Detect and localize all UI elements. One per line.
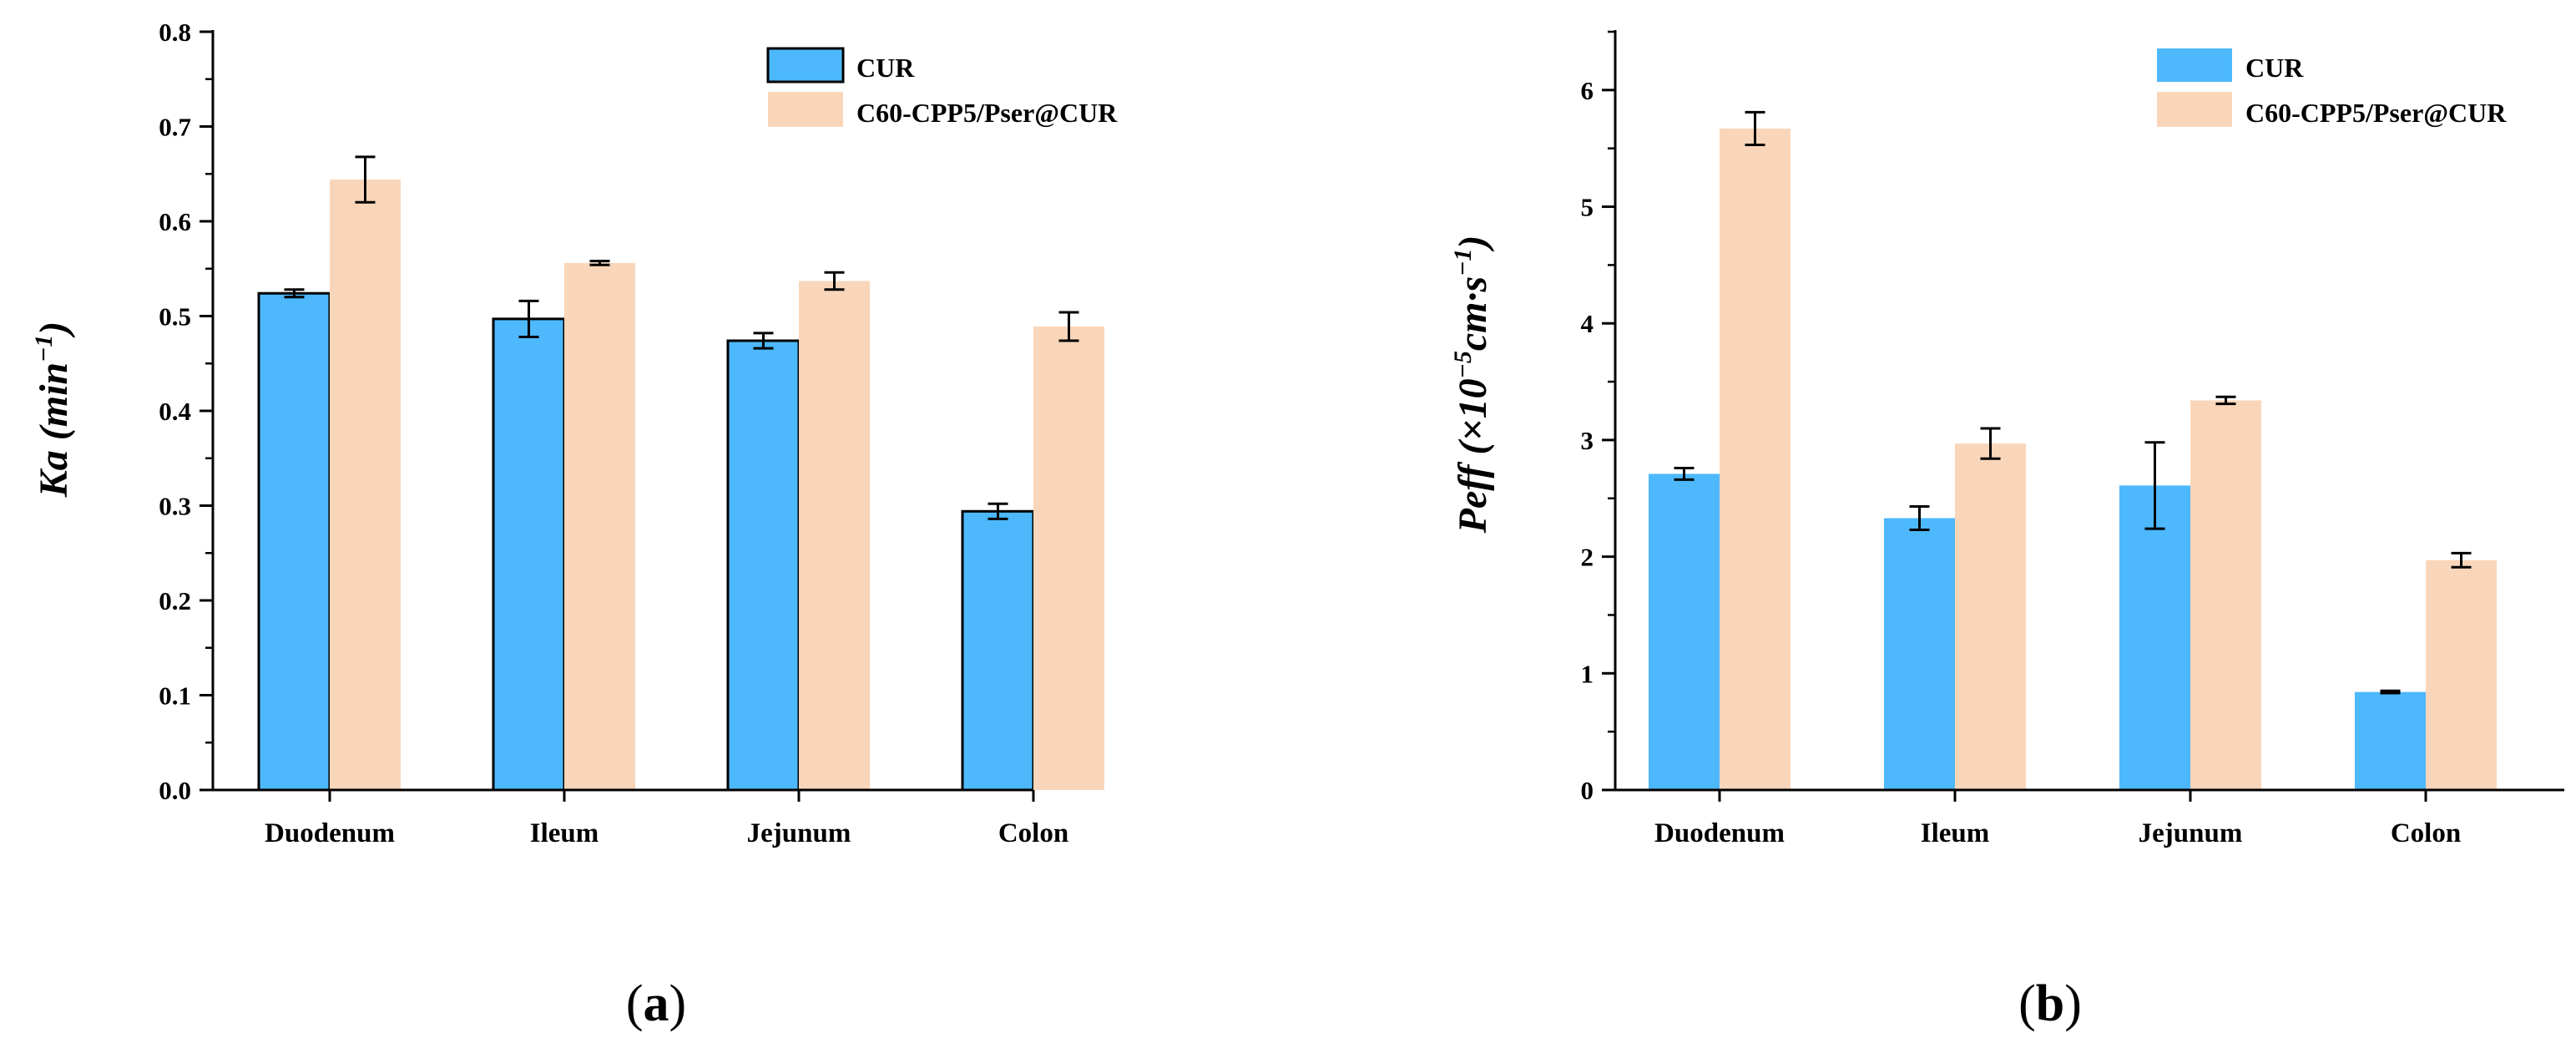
errorbar-b-c60-jejunum bbox=[2215, 395, 2236, 406]
y-tick-label-a: 0.8 bbox=[159, 18, 191, 47]
bar-a-cur-ileum bbox=[492, 317, 566, 792]
x-tick-label-b-colon: Colon bbox=[2391, 818, 2461, 848]
errorbar-a-c60-duodenum bbox=[355, 155, 376, 204]
errorbar-b-c60-duodenum bbox=[1745, 110, 1765, 147]
y-tick-label-a: 0.7 bbox=[159, 113, 191, 142]
x-tick-label-b-ileum: Ileum bbox=[1921, 818, 1990, 848]
chart-a-axes: Duodenum Ileum Jejunum Colon 0.0 0.1 0.2 0.3 0.4… bbox=[159, 18, 1068, 848]
errorbar-a-c60-colon bbox=[1058, 311, 1079, 342]
bar-a-c60-colon bbox=[1033, 326, 1104, 790]
legend-b-swatch-c60 bbox=[2157, 92, 2232, 127]
errorbar-b-cur-duodenum bbox=[1674, 466, 1695, 481]
x-tick-label-b-jejunum: Jejunum bbox=[2139, 818, 2243, 848]
errorbar-a-c60-jejunum bbox=[824, 271, 845, 291]
errorbar-a-cur-ileum bbox=[518, 299, 539, 338]
errorbar-a-cur-colon bbox=[987, 502, 1008, 520]
errorbar-b-c60-ileum bbox=[1980, 427, 2001, 460]
y-tick-label-b: 3 bbox=[1581, 426, 1594, 455]
legend-a-swatch-c60 bbox=[768, 92, 843, 127]
chart-b-legend: CUR C60-CPP5/Pser@CUR bbox=[2157, 48, 2507, 128]
bar-a-cur-colon bbox=[961, 509, 1035, 792]
legend-a-label-c60: C60-CPP5/Pser@CUR bbox=[856, 98, 1118, 128]
caption-a: (a) bbox=[626, 975, 686, 1032]
bar-a-cur-jejunum bbox=[726, 339, 801, 792]
legend-a-swatch-cur bbox=[766, 47, 845, 84]
y-tick-label-a: 0.5 bbox=[159, 302, 191, 332]
legend-a-label-cur: CUR bbox=[856, 53, 915, 83]
bar-a-cur-duodenum bbox=[257, 291, 331, 792]
bar-b-cur-duodenum bbox=[1649, 473, 1720, 790]
chart-a-legend: CUR C60-CPP5/Pser@CUR bbox=[766, 47, 1118, 128]
legend-b-label-c60: C60-CPP5/Pser@CUR bbox=[2245, 98, 2507, 128]
errorbar-b-cur-ileum bbox=[1909, 505, 1930, 531]
errorbar-a-c60-ileum bbox=[589, 260, 610, 266]
x-tick-label-b-duodenum: Duodenum bbox=[1654, 818, 1785, 848]
chart-a-marks bbox=[257, 155, 1104, 792]
legend-b-label-cur: CUR bbox=[2245, 53, 2304, 83]
x-tick-label-a-jejunum: Jejunum bbox=[747, 818, 851, 848]
y-tick-label-a: 0.4 bbox=[159, 397, 191, 426]
y-tick-label-b: 5 bbox=[1581, 193, 1594, 222]
chart-b: Duodenum Ileum Jejunum Colon 0 1 2 3 4 5 6 Peff (×… bbox=[1449, 30, 2564, 1032]
errorbar-a-cur-jejunum bbox=[753, 332, 774, 350]
legend-b-swatch-cur bbox=[2157, 48, 2232, 82]
bar-b-cur-colon bbox=[2355, 691, 2426, 790]
bar-b-c60-jejunum bbox=[2190, 400, 2261, 790]
bar-a-c60-jejunum bbox=[799, 281, 870, 790]
y-tick-label-b: 2 bbox=[1581, 543, 1594, 572]
chart-a-ylabel: Ka (min−1) bbox=[30, 322, 76, 499]
bar-b-c60-colon bbox=[2426, 559, 2497, 790]
chart-b-marks bbox=[1649, 110, 2497, 791]
x-tick-label-a-ileum: Ileum bbox=[530, 818, 599, 848]
bar-b-cur-jejunum bbox=[2119, 485, 2190, 790]
bar-a-c60-ileum bbox=[564, 262, 635, 790]
bar-b-c60-ileum bbox=[1955, 443, 2026, 790]
errorbar-b-c60-colon bbox=[2451, 551, 2472, 569]
y-tick-label-a: 0.6 bbox=[159, 207, 191, 236]
y-tick-label-a: 0.3 bbox=[159, 492, 191, 521]
y-tick-label-a: 0.0 bbox=[159, 776, 191, 805]
chart-b-axes: Duodenum Ileum Jejunum Colon 0 1 2 3 4 5 6 bbox=[1581, 30, 2564, 848]
x-tick-label-a-duodenum: Duodenum bbox=[265, 818, 395, 848]
caption-b: (b) bbox=[2018, 975, 2082, 1032]
y-tick-label-b: 1 bbox=[1581, 659, 1594, 688]
bar-a-c60-duodenum bbox=[330, 180, 401, 790]
errorbar-a-cur-duodenum bbox=[284, 288, 305, 299]
errorbar-b-cur-colon bbox=[2380, 689, 2401, 695]
bar-b-cur-ileum bbox=[1884, 518, 1955, 790]
y-tick-label-b: 4 bbox=[1581, 309, 1594, 338]
x-tick-label-a-colon: Colon bbox=[998, 818, 1068, 848]
errorbar-b-cur-jejunum bbox=[2144, 441, 2165, 530]
y-tick-label-a: 0.1 bbox=[159, 681, 191, 711]
bar-b-c60-duodenum bbox=[1720, 128, 1791, 791]
chart-a: Duodenum Ileum Jejunum Colon 0.0 0.1 0.2 0.3 0.4… bbox=[30, 18, 1118, 1032]
chart-b-ylabel: Peff (×10−5cm·s−1) bbox=[1449, 235, 1495, 534]
y-tick-label-b: 0 bbox=[1581, 776, 1594, 805]
y-tick-label-b: 6 bbox=[1581, 76, 1594, 105]
y-tick-label-a: 0.2 bbox=[159, 586, 191, 615]
